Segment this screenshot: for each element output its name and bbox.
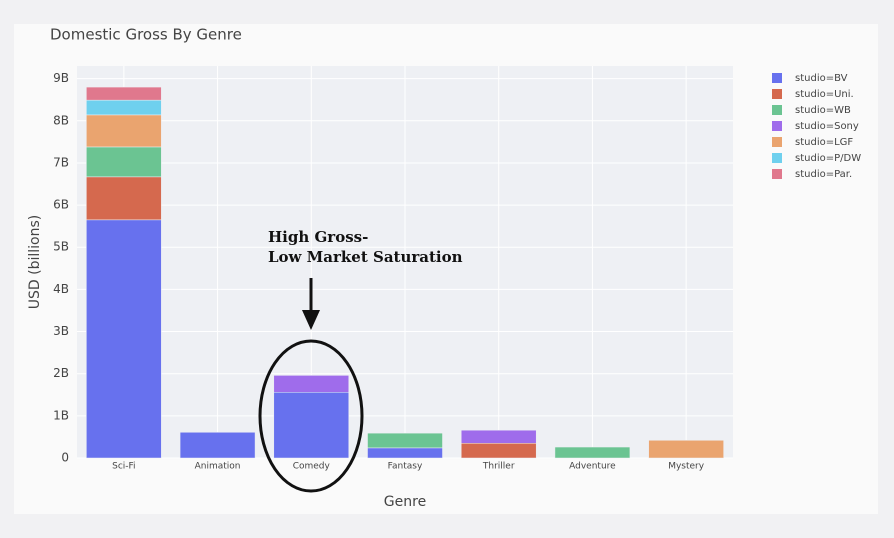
x-tick-label: Animation [195,462,241,472]
legend-swatch [772,169,782,179]
legend-label: studio=Sony [795,121,859,132]
y-tick-label: 7B [53,155,69,169]
y-tick-label: 0 [61,451,69,465]
chart-title: Domestic Gross By Genre [50,26,242,44]
bar-segment [86,176,162,221]
x-tick-label: Comedy [293,462,331,472]
x-tick-label: Fantasy [388,462,423,472]
grid [77,66,733,459]
legend-label: studio=LGF [795,137,853,148]
x-tick-label: Adventure [569,462,616,472]
legend-swatch [772,121,782,131]
bar-segment [367,432,443,449]
bar-segment [273,375,350,393]
bar-segment [460,429,537,444]
highlight-ellipse [258,339,364,493]
bar-segment [86,219,162,459]
y-tick-label: 3B [53,324,69,338]
bar-segment [367,447,443,459]
y-axis-label: USD (billions) [27,215,43,309]
legend-swatch [772,89,782,99]
annotation: Low Market Saturation [268,248,463,266]
x-tick-label: Mystery [668,462,705,472]
bar-segment [86,86,162,101]
legend-swatch [772,137,782,147]
bar-segment [554,446,631,459]
y-tick-label: 9B [53,71,69,85]
bar-segment [273,391,350,459]
legend-swatch [772,73,782,83]
y-tick-label: 6B [53,198,69,212]
bar-segment [86,99,162,116]
legend-label: studio=Uni. [795,89,854,100]
arrow-head [302,310,320,330]
legend-label: studio=WB [795,105,851,116]
y-tick-label: 4B [53,282,69,296]
bar-segment [179,432,256,459]
x-axis-label: Genre [384,494,426,510]
legend-label: studio=Par. [795,169,852,180]
y-tick-label: 8B [53,113,69,127]
bar-segment [86,114,162,148]
bar-segment [648,440,724,459]
bar-segment [86,146,162,178]
bar-segment [460,442,537,459]
legend-label: studio=BV [795,73,848,84]
y-tick-label: 1B [53,408,69,422]
annotation: High Gross- [268,228,368,246]
y-tick-label: 5B [53,240,69,254]
legend-label: studio=P/DW [795,153,861,164]
legend-swatch [772,105,782,115]
x-tick-label: Sci-Fi [112,462,135,472]
legend-swatch [772,153,782,163]
x-tick-label: Thriller [482,462,515,472]
y-tick-label: 2B [53,366,69,380]
bars [86,86,724,459]
